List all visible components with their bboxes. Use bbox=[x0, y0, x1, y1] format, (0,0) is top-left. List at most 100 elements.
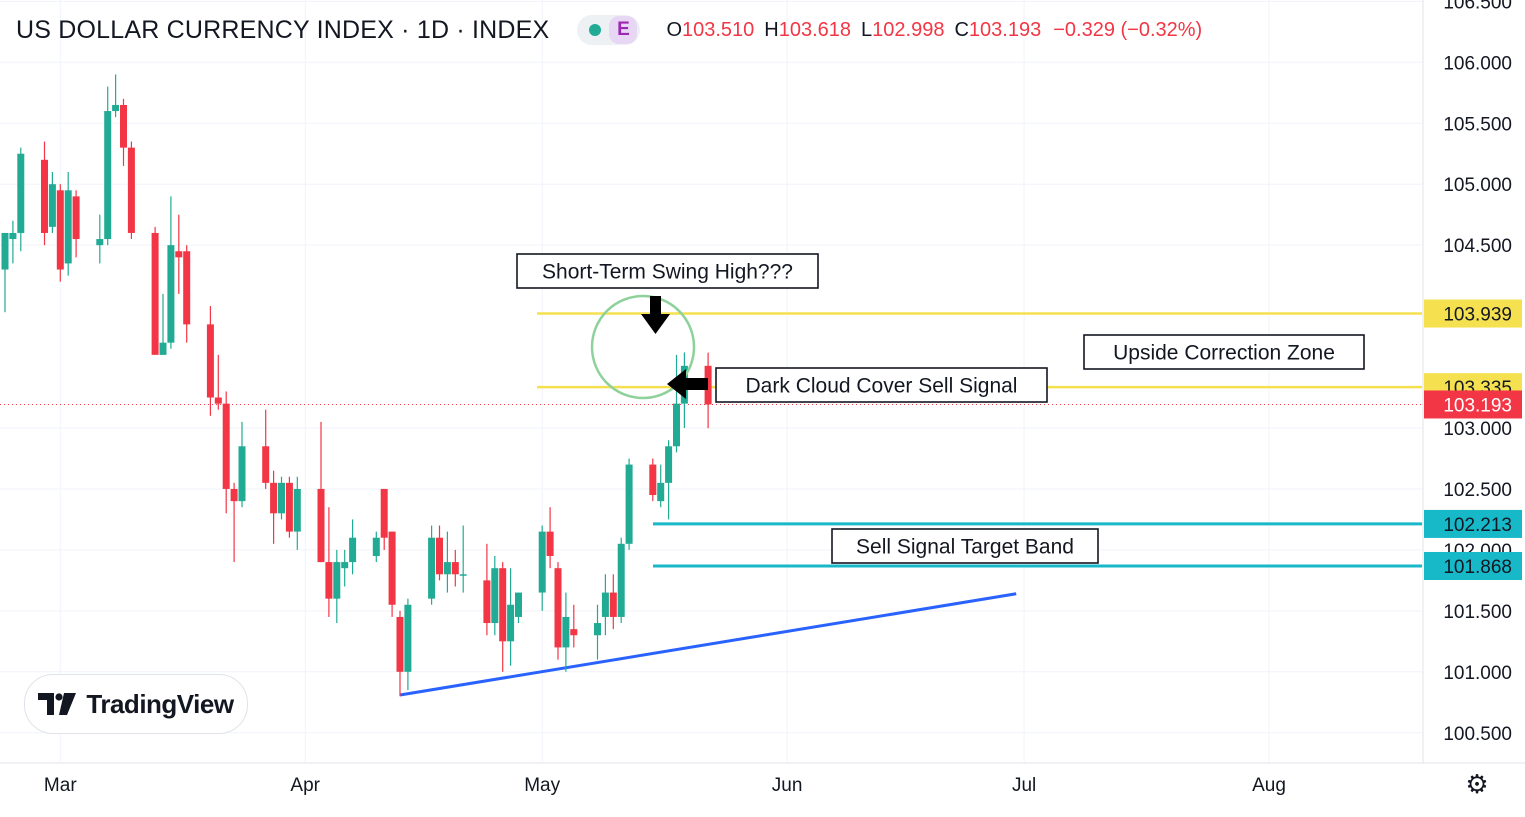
candle-body bbox=[120, 104, 127, 148]
down-arrow-icon bbox=[641, 296, 670, 334]
tradingview-logo[interactable]: TradingView bbox=[24, 674, 248, 734]
candle-body bbox=[372, 537, 380, 556]
candle-body bbox=[206, 324, 214, 398]
candle-body bbox=[9, 232, 17, 240]
candle-body bbox=[56, 190, 64, 270]
candle-body bbox=[333, 562, 341, 599]
market-status-dot-icon bbox=[589, 24, 602, 36]
candle-body bbox=[649, 464, 657, 496]
trend-line-layer bbox=[399, 592, 1017, 697]
y-tick-label: 106.500 bbox=[1443, 0, 1512, 13]
dark-cloud-annotation-box bbox=[715, 367, 1048, 403]
x-tick-label: Apr bbox=[290, 775, 320, 796]
candle-body bbox=[380, 488, 388, 538]
candle-body bbox=[183, 251, 191, 325]
candle-body bbox=[41, 159, 48, 233]
target-band-annotation-box bbox=[831, 528, 1099, 564]
candle-body bbox=[17, 153, 25, 233]
candle-body bbox=[96, 239, 104, 246]
candle-body bbox=[396, 616, 404, 672]
candlestick-series bbox=[1, 74, 712, 697]
candle-body bbox=[112, 104, 120, 112]
candle-body bbox=[443, 562, 451, 575]
candle-body bbox=[104, 111, 112, 240]
dark-cloud-annotation-label: Dark Cloud Cover Sell Signal bbox=[746, 375, 1018, 398]
y-tick-label: 103.000 bbox=[1443, 419, 1512, 440]
high-label: H bbox=[764, 18, 779, 41]
symbol-title[interactable]: US DOLLAR CURRENCY INDEX · 1D · INDEX bbox=[16, 15, 550, 44]
swing-high-annotation-label: Short-Term Swing High??? bbox=[542, 261, 793, 284]
candle-body bbox=[222, 403, 230, 489]
candle-body bbox=[230, 488, 238, 502]
candle-body bbox=[127, 147, 135, 233]
candle-body bbox=[1, 232, 9, 270]
candle-body bbox=[341, 562, 349, 569]
candle-body bbox=[325, 562, 333, 599]
candle-body bbox=[673, 403, 680, 447]
symbol-header: US DOLLAR CURRENCY INDEX · 1D · INDEX E … bbox=[16, 12, 1202, 48]
close-label: C bbox=[954, 18, 969, 41]
y-tick-label: 100.500 bbox=[1443, 724, 1512, 745]
candle-body bbox=[151, 232, 159, 355]
candle-body bbox=[72, 196, 80, 240]
y-tick-label: 105.500 bbox=[1443, 114, 1512, 135]
candle-body bbox=[64, 190, 72, 264]
candle-body bbox=[175, 251, 183, 258]
x-tick-label: Jul bbox=[1012, 775, 1036, 796]
level-price-tag bbox=[1424, 509, 1522, 538]
events-badge[interactable]: E bbox=[609, 16, 638, 44]
annotation-overlays: Short-Term Swing High??? Dark Cloud Cover… bbox=[516, 253, 1365, 564]
candle-body bbox=[665, 446, 673, 483]
candle-body bbox=[704, 365, 712, 405]
y-tick-label: 101.500 bbox=[1443, 602, 1512, 623]
status-badge[interactable]: E bbox=[577, 15, 641, 45]
candle-body bbox=[278, 482, 285, 514]
open-label: O bbox=[666, 18, 682, 41]
candle-body bbox=[285, 482, 293, 532]
open-value: 103.510 bbox=[682, 18, 755, 41]
candle-body bbox=[159, 342, 167, 355]
y-tick-label: 105.000 bbox=[1443, 175, 1512, 196]
x-tick-label: Jun bbox=[772, 775, 803, 796]
candle-body bbox=[262, 446, 270, 483]
candle-body bbox=[594, 623, 601, 636]
y-axis[interactable]: 106.500 106.000 105.500 105.000 104.500 103.0… bbox=[1424, 0, 1522, 745]
candle-body bbox=[317, 488, 325, 563]
candle-body bbox=[293, 488, 301, 532]
candle-body bbox=[657, 482, 665, 502]
last-price-label: 103.193 bbox=[1443, 395, 1512, 416]
ohlc-readout: O 103.510 H 103.618 L 102.998 C 103.193 −0.3… bbox=[666, 19, 1202, 42]
level-price-label: 102.213 bbox=[1443, 515, 1512, 536]
candle-body bbox=[388, 531, 396, 605]
candle-body bbox=[625, 464, 633, 544]
candle-body bbox=[570, 629, 578, 636]
candle-body bbox=[167, 245, 175, 343]
tradingview-logo-text: TradingView bbox=[86, 688, 234, 719]
chart-settings-gear-icon[interactable]: ⚙ bbox=[1465, 768, 1489, 799]
low-value: 102.998 bbox=[872, 18, 945, 41]
candle-body bbox=[404, 604, 412, 672]
last-price-tag bbox=[1424, 390, 1522, 419]
candle-body bbox=[483, 580, 491, 624]
close-value: 103.193 bbox=[968, 18, 1042, 41]
candle-body bbox=[48, 184, 56, 227]
candle-body bbox=[428, 537, 436, 599]
candle-body bbox=[601, 592, 609, 617]
candle-body bbox=[499, 568, 507, 642]
candle-body bbox=[459, 574, 467, 576]
change-value: −0.329 (−0.32%) bbox=[1053, 18, 1203, 41]
candle-body bbox=[507, 604, 515, 642]
candle-body bbox=[609, 592, 617, 617]
y-tick-label: 104.500 bbox=[1443, 236, 1512, 257]
x-axis[interactable]: Mar Apr May Jun Jul Aug bbox=[44, 775, 1286, 796]
swing-high-annotation-box bbox=[516, 253, 819, 289]
candle-body bbox=[617, 543, 625, 617]
x-tick-label: Aug bbox=[1252, 775, 1286, 796]
x-tick-label: Mar bbox=[44, 775, 77, 796]
upside-zone-annotation-label: Upside Correction Zone bbox=[1113, 342, 1335, 365]
low-label: L bbox=[861, 18, 873, 41]
candle-body bbox=[238, 446, 246, 502]
candle-body bbox=[491, 568, 499, 624]
y-tick-label: 106.000 bbox=[1443, 53, 1512, 74]
